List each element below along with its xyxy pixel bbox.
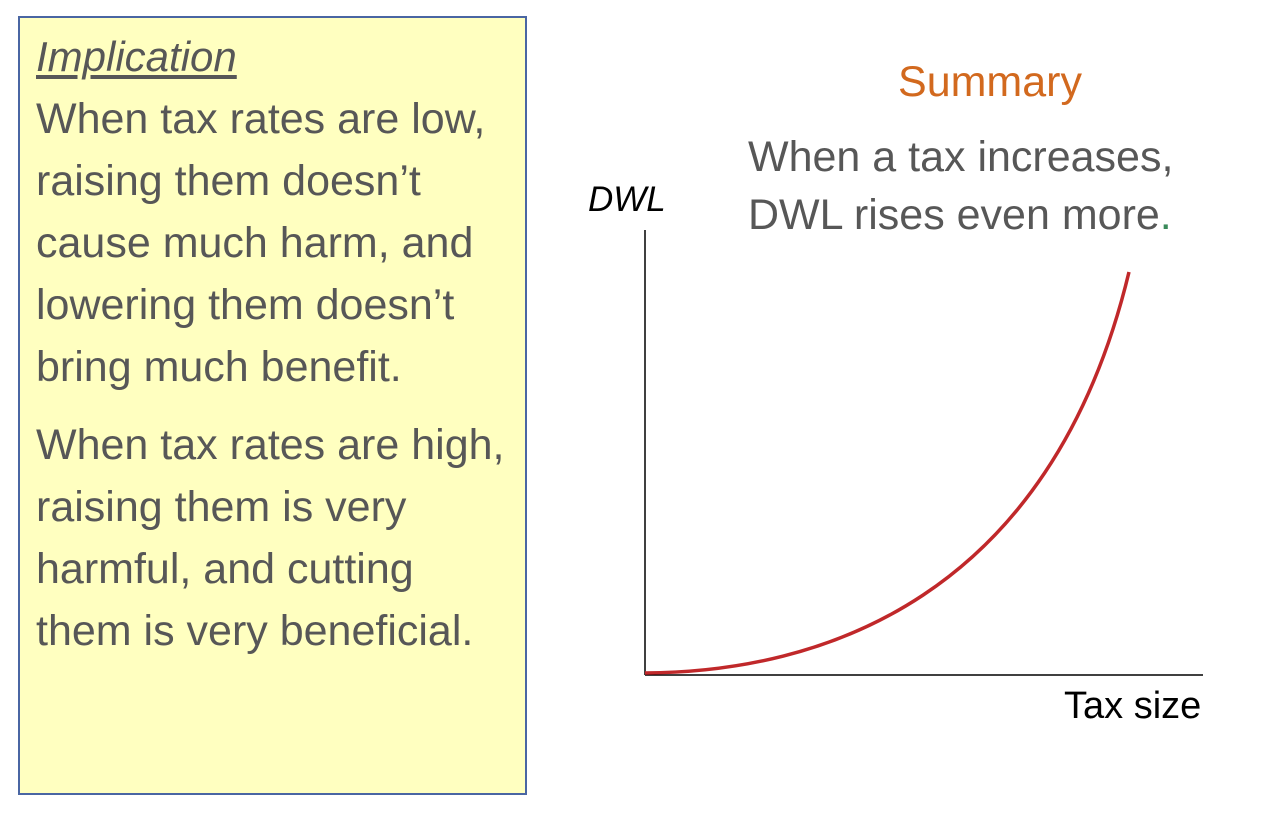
dwl-curve <box>644 271 1131 675</box>
implication-box: Implication When tax rates are low, rais… <box>18 16 527 795</box>
summary-title: Summary <box>898 58 1082 106</box>
summary-text: When a tax increases, DWL rises even mor… <box>748 133 1174 239</box>
implication-heading: Implication <box>36 33 237 80</box>
y-axis-label: DWL <box>588 180 666 219</box>
implication-paragraph-high-rates: When tax rates are high, raising them is… <box>36 421 505 655</box>
summary-body: When a tax increases, DWL rises even mor… <box>748 128 1258 244</box>
implication-paragraph-low-rates: When tax rates are low, raising them doe… <box>36 95 486 391</box>
summary-end-punct: . <box>1159 191 1172 239</box>
x-axis-label: Tax size <box>1064 685 1202 727</box>
